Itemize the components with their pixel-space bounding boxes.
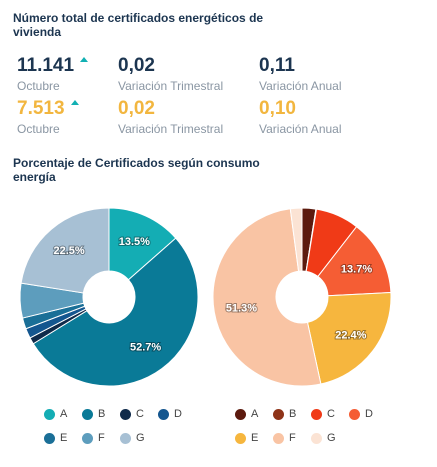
certificates-title: Número total de certificados energéticos…	[13, 11, 264, 39]
legend-swatch	[349, 408, 360, 420]
legend-swatch	[44, 432, 55, 444]
slice-g[interactable]	[20, 207, 110, 294]
total-value: 11.141	[17, 55, 75, 76]
legend-swatch	[311, 432, 322, 444]
legend-item-b[interactable]: B	[273, 408, 296, 420]
legend-label: F	[289, 432, 296, 445]
legend-item-d[interactable]: D	[158, 408, 182, 420]
legend-swatch	[120, 408, 131, 420]
slice-label-f: 51.3%	[226, 303, 257, 315]
legend-item-a[interactable]: A	[235, 408, 258, 420]
legend-item-b[interactable]: B	[82, 408, 105, 420]
total-label: Octubre	[17, 122, 60, 136]
legend-swatch	[235, 432, 246, 444]
legend-item-e[interactable]: E	[235, 432, 258, 444]
legend-swatch	[82, 408, 93, 420]
legend-swatch	[311, 408, 322, 420]
stat-anual-1: 0,11 Variación Anual	[259, 55, 342, 93]
slice-e[interactable]	[306, 292, 392, 385]
legend-label: E	[60, 432, 68, 445]
legend-label: E	[251, 432, 259, 445]
legend-item-e[interactable]: E	[44, 432, 67, 444]
legend-swatch	[120, 432, 131, 444]
legend-label: D	[174, 408, 182, 421]
legend-item-d[interactable]: D	[349, 408, 373, 420]
anual-label: Variación Anual	[259, 122, 342, 136]
stat-anual-2: 0,10 Variación Anual	[259, 98, 342, 136]
trimestral-label: Variación Trimestral	[118, 122, 224, 136]
trimestral-value: 0,02	[118, 98, 155, 119]
legend-item-g[interactable]: G	[311, 432, 336, 444]
legend-label: G	[136, 432, 145, 445]
legend-item-f[interactable]: F	[273, 432, 296, 444]
slice-label-e: 22.4%	[335, 329, 366, 341]
anual-value: 0,11	[259, 55, 295, 76]
slice-label-a: 13.5%	[119, 236, 150, 248]
legend-swatch	[273, 432, 284, 444]
anual-value: 0,10	[259, 98, 296, 119]
total-label: Octubre	[17, 79, 60, 93]
stat-trimestral-2: 0,02 Variación Trimestral	[118, 98, 223, 136]
legend-label: G	[327, 432, 336, 445]
slice-g[interactable]	[289, 207, 303, 272]
slice-label-d: 13.7%	[341, 264, 372, 276]
legend-label: C	[136, 408, 144, 421]
legend-label: A	[251, 408, 259, 421]
slice-label-g: 22.5%	[53, 245, 84, 257]
stat-trimestral-1: 0,02 Variación Trimestral	[118, 55, 223, 93]
legend-label: A	[60, 408, 68, 421]
slice-f[interactable]	[212, 208, 322, 387]
legend-item-a[interactable]: A	[44, 408, 67, 420]
legend-swatch	[273, 408, 284, 420]
trimestral-value: 0,02	[118, 55, 155, 76]
legend-item-c[interactable]: C	[120, 408, 144, 420]
legend-label: B	[98, 408, 106, 421]
legend-swatch	[44, 408, 55, 420]
stat-total-2: 7.513 Octubre	[17, 98, 79, 136]
trimestral-label: Variación Trimestral	[118, 79, 224, 93]
donut-chart-right: 13.7% 22.4% 51.3%	[212, 207, 392, 387]
trend-up-icon	[70, 100, 79, 106]
legend-swatch	[158, 408, 169, 420]
donut-chart-left: 13.5% 52.7% 22.5%	[19, 207, 199, 387]
slice-b[interactable]	[32, 237, 199, 387]
stat-total-1: 11.141 Octubre	[17, 55, 89, 93]
total-value: 7.513	[17, 98, 65, 119]
legend-swatch	[235, 408, 246, 420]
legend-item-c[interactable]: C	[311, 408, 335, 420]
legend-label: C	[327, 408, 335, 421]
legend-swatch	[82, 432, 93, 444]
consumption-title: Porcentaje de Certificados según consumo…	[13, 156, 260, 184]
legend-label: F	[98, 432, 105, 445]
legend-item-g[interactable]: G	[120, 432, 145, 444]
legend-item-f[interactable]: F	[82, 432, 105, 444]
anual-label: Variación Anual	[259, 79, 342, 93]
slice-label-b: 52.7%	[130, 341, 161, 353]
legend-label: D	[365, 408, 373, 421]
legend-label: B	[289, 408, 297, 421]
trend-up-icon	[80, 57, 89, 63]
